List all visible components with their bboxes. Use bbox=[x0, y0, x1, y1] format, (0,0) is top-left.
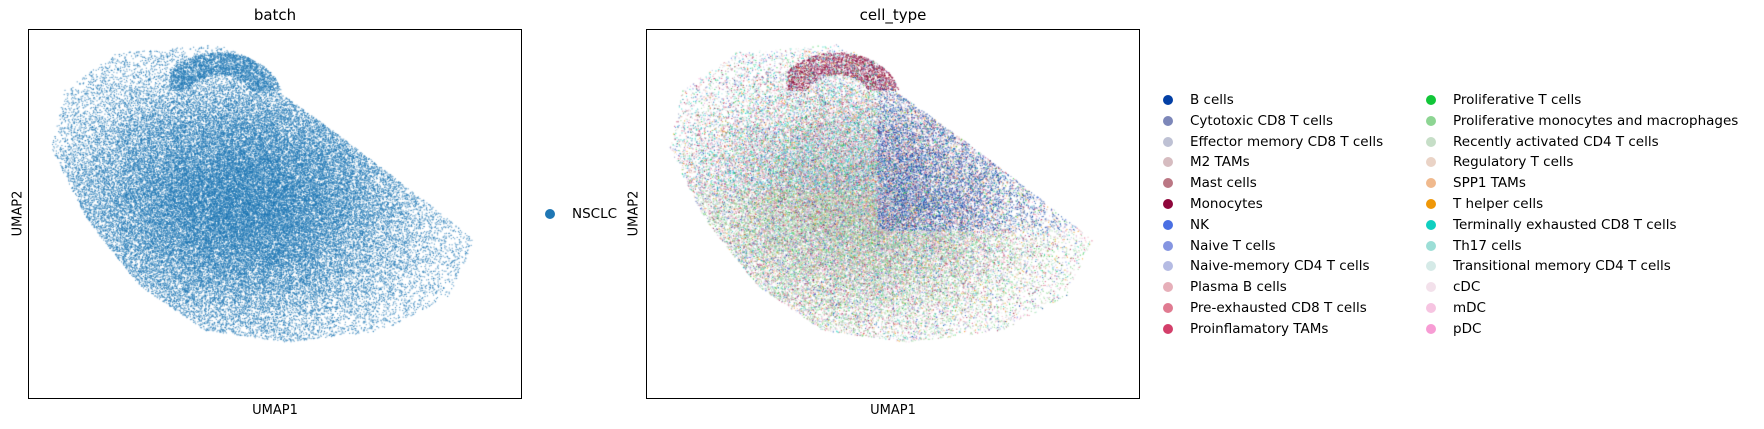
legend-item-nsclc: NSCLC bbox=[545, 206, 617, 222]
legend-marker bbox=[1426, 178, 1436, 189]
legend-item-transitional-memory-cd4-t-cells: Transitional memory CD4 T cells bbox=[1426, 258, 1671, 274]
legend-marker bbox=[1426, 261, 1436, 272]
legend-label: M2 TAMs bbox=[1190, 154, 1250, 171]
legend-label: pDC bbox=[1453, 320, 1482, 337]
legend-item-plasma-b-cells: Plasma B cells bbox=[1163, 279, 1287, 295]
legend-label: cDC bbox=[1453, 279, 1481, 296]
legend-marker bbox=[1426, 136, 1436, 147]
legend-marker bbox=[1163, 282, 1173, 293]
cell-type-plot-title: cell_type bbox=[859, 6, 927, 24]
cell-type-y-axis-label: UMAP2 bbox=[626, 190, 642, 237]
legend-item-monocytes: Monocytes bbox=[1163, 196, 1263, 212]
legend-item-b-cells: B cells bbox=[1163, 92, 1234, 108]
legend-marker bbox=[1163, 199, 1173, 209]
legend-marker bbox=[1163, 115, 1173, 126]
legend-label: mDC bbox=[1453, 300, 1486, 316]
legend-item-m2-tams: M2 TAMs bbox=[1163, 154, 1250, 170]
legend-marker bbox=[1426, 95, 1436, 105]
legend-marker bbox=[1426, 219, 1436, 230]
legend-marker bbox=[1163, 303, 1173, 313]
batch-y-axis-label: UMAP2 bbox=[10, 190, 26, 237]
batch-plot-title: batch bbox=[253, 6, 297, 24]
batch-scatter-panel bbox=[28, 29, 522, 399]
legend-item-cytotoxic-cd8-t-cells: Cytotoxic CD8 T cells bbox=[1163, 113, 1333, 129]
legend-label: Proliferative monocytes and macrophages bbox=[1453, 112, 1739, 129]
legend-label: Proliferative T cells bbox=[1453, 92, 1582, 108]
legend-item-pre-exhausted-cd8-t-cells: Pre-exhausted CD8 T cells bbox=[1163, 300, 1367, 316]
legend-label: Naive T cells bbox=[1190, 237, 1276, 254]
legend-label: Plasma B cells bbox=[1190, 279, 1287, 296]
legend-marker bbox=[1163, 178, 1173, 189]
legend-label: Cytotoxic CD8 T cells bbox=[1190, 112, 1334, 129]
legend-label: Proinflamatory TAMs bbox=[1190, 320, 1329, 337]
cell-type-scatter-points bbox=[647, 30, 1139, 398]
legend-label: Th17 cells bbox=[1453, 237, 1522, 254]
legend-item-effector-memory-cd8-t-cells: Effector memory CD8 T cells bbox=[1163, 134, 1383, 150]
legend-marker bbox=[1163, 261, 1173, 272]
legend-marker bbox=[545, 209, 555, 219]
legend-item-naive-memory-cd4-t-cells: Naive-memory CD4 T cells bbox=[1163, 258, 1370, 274]
cell-type-scatter-panel bbox=[646, 29, 1140, 399]
legend-marker bbox=[1426, 303, 1436, 313]
legend-marker bbox=[1426, 323, 1436, 334]
legend-label: SPP1 TAMs bbox=[1453, 175, 1526, 192]
legend-label: Effector memory CD8 T cells bbox=[1190, 133, 1384, 150]
legend-item-mdc: mDC bbox=[1426, 300, 1486, 316]
legend-item-naive-t-cells: Naive T cells bbox=[1163, 238, 1276, 254]
legend-item-pdc: pDC bbox=[1426, 321, 1481, 337]
legend-marker bbox=[1163, 157, 1173, 168]
legend-item-recently-activated-cd4-t-cells: Recently activated CD4 T cells bbox=[1426, 134, 1659, 150]
legend-item-t-helper-cells: T helper cells bbox=[1426, 196, 1543, 212]
legend-item-nk: NK bbox=[1163, 217, 1209, 233]
legend-label: NSCLC bbox=[572, 206, 618, 222]
legend-label: Naive-memory CD4 T cells bbox=[1190, 258, 1370, 275]
legend-marker bbox=[1163, 323, 1173, 334]
legend-label: Recently activated CD4 T cells bbox=[1453, 133, 1659, 150]
legend-marker bbox=[1163, 95, 1173, 105]
legend-label: Transitional memory CD4 T cells bbox=[1453, 258, 1671, 275]
legend-marker bbox=[1426, 282, 1436, 293]
legend-marker bbox=[1426, 115, 1436, 126]
legend-item-proliferative-t-cells: Proliferative T cells bbox=[1426, 92, 1581, 108]
legend-item-th17-cells: Th17 cells bbox=[1426, 238, 1522, 254]
legend-item-mast-cells: Mast cells bbox=[1163, 175, 1257, 191]
legend-label: B cells bbox=[1190, 92, 1234, 108]
legend-item-terminally-exhausted-cd8-t-cells: Terminally exhausted CD8 T cells bbox=[1426, 217, 1677, 233]
batch-scatter-points bbox=[29, 30, 521, 398]
legend-marker bbox=[1426, 240, 1436, 251]
legend-label: NK bbox=[1190, 216, 1209, 233]
legend-marker bbox=[1163, 136, 1173, 147]
legend-item-proinflamatory-tams: Proinflamatory TAMs bbox=[1163, 321, 1328, 337]
legend-label: Regulatory T cells bbox=[1453, 154, 1574, 171]
legend-item-cdc: cDC bbox=[1426, 279, 1480, 295]
legend-marker bbox=[1163, 219, 1173, 230]
batch-x-axis-label: UMAP1 bbox=[252, 403, 298, 418]
cell-type-x-axis-label: UMAP1 bbox=[870, 403, 916, 418]
legend-label: T helper cells bbox=[1453, 196, 1544, 212]
legend-label: Monocytes bbox=[1190, 196, 1263, 212]
legend-item-regulatory-t-cells: Regulatory T cells bbox=[1426, 154, 1573, 170]
legend-label: Pre-exhausted CD8 T cells bbox=[1190, 300, 1367, 316]
legend-marker bbox=[1426, 157, 1436, 168]
legend-item-spp1-tams: SPP1 TAMs bbox=[1426, 175, 1526, 191]
legend-item-proliferative-monocytes-and-macrophages: Proliferative monocytes and macrophages bbox=[1426, 113, 1738, 129]
legend-label: Mast cells bbox=[1190, 175, 1257, 192]
legend-marker bbox=[1163, 240, 1173, 251]
legend-label: Terminally exhausted CD8 T cells bbox=[1453, 216, 1677, 233]
legend-marker bbox=[1426, 199, 1436, 209]
